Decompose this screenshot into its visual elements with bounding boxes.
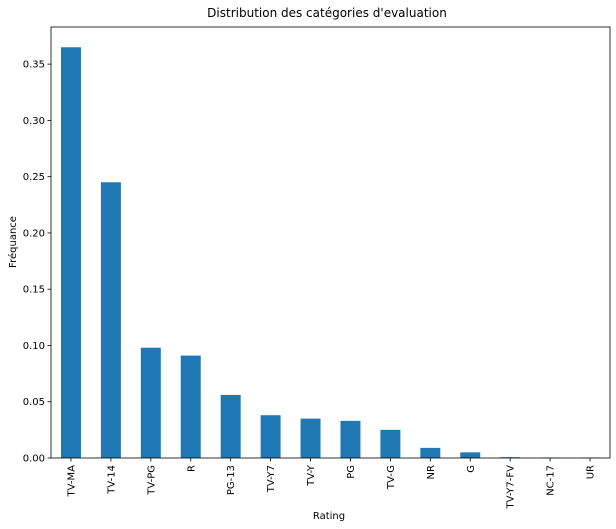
x-tick-label: NC-17 [546,465,557,496]
x-tick-label: TV-PG [146,465,157,496]
y-tick-label: 0.30 [23,116,45,127]
bar [420,447,441,458]
bar [220,394,241,458]
x-tick-label: TV-G [386,465,397,490]
x-tick-label: TV-14 [106,465,117,495]
y-axis-label: Fréquance [7,216,19,268]
bar [380,429,401,458]
bar [340,420,361,458]
bars-group [60,47,601,459]
bar [60,47,81,459]
y-tick-label: 0.20 [23,228,45,239]
y-tick-label: 0.35 [23,60,45,71]
x-tick-label: G [466,465,477,473]
x-tick-label: TV-MA [66,465,77,498]
y-tick-label: 0.10 [23,341,45,352]
bar [100,182,121,458]
x-tick-label: TV-Y7-FV [506,465,517,510]
bar [260,415,281,458]
x-tick-label: TV-Y7 [266,465,277,493]
x-axis: TV-MA TV-14 TV-PG R PG-13 TV-Y7 TV-Y PG TV-G NR G T… [66,458,597,510]
plot-frame [50,26,611,459]
x-tick-label: NR [426,465,437,479]
y-tick-label: 0.25 [23,172,45,183]
y-tick-label: 0.15 [23,285,45,296]
y-tick-label: 0.05 [23,397,45,408]
x-tick-label: R [186,465,197,472]
bar [460,452,481,458]
y-tick-label: 0.00 [23,454,45,465]
bar [140,347,161,458]
x-tick-label: UR [586,465,597,479]
x-axis-label: Rating [313,511,345,522]
x-tick-label: PG-13 [226,465,237,495]
chart-title: Distribution des catégories d'evaluation [207,6,447,20]
bar [300,418,321,458]
x-tick-label: PG [346,465,357,479]
bar [180,355,201,458]
y-axis: 0.00 0.05 0.10 0.15 0.20 0.25 0.30 0.35 [23,60,51,465]
x-tick-label: TV-Y [306,464,317,487]
